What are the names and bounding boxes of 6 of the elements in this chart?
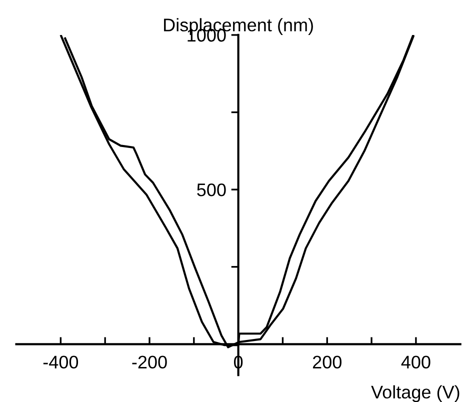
x-tick-label: -200: [132, 356, 167, 369]
x-axis-title: Voltage (V): [371, 385, 460, 402]
x-tick-label: -400: [43, 356, 78, 369]
x-tick-label: 200: [312, 356, 342, 369]
y-tick-label: 500: [197, 183, 226, 196]
x-tick-label: 400: [401, 356, 430, 369]
